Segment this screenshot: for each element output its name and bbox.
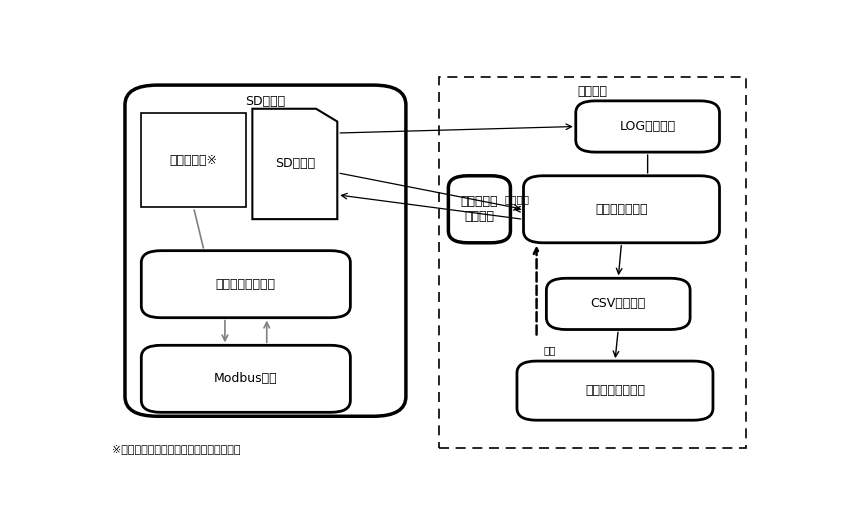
FancyBboxPatch shape — [125, 85, 406, 416]
FancyBboxPatch shape — [448, 176, 511, 243]
FancyBboxPatch shape — [524, 176, 720, 243]
Text: 自動生成: 自動生成 — [504, 195, 529, 205]
FancyBboxPatch shape — [142, 251, 351, 317]
Text: スクリプト
ファイル: スクリプト ファイル — [460, 195, 498, 223]
FancyBboxPatch shape — [517, 361, 713, 420]
Polygon shape — [252, 109, 337, 219]
Text: ログ支援ソフト: ログ支援ソフト — [595, 203, 647, 216]
Text: LOGファイル: LOGファイル — [620, 120, 676, 133]
Text: 設定: 設定 — [543, 345, 556, 355]
Text: パソコン: パソコン — [577, 85, 607, 98]
Text: スクリプト※: スクリプト※ — [169, 154, 217, 166]
FancyBboxPatch shape — [438, 77, 746, 448]
Text: Modbus機器: Modbus機器 — [214, 372, 277, 386]
Text: CSVファイル: CSVファイル — [591, 297, 646, 310]
Text: SDカード: SDカード — [275, 158, 315, 170]
FancyBboxPatch shape — [576, 101, 720, 152]
Text: ※スクリプトはロガー本体に保存も可能。: ※スクリプトはロガー本体に保存も可能。 — [112, 444, 240, 454]
FancyBboxPatch shape — [546, 279, 690, 330]
Text: SDロガー: SDロガー — [245, 95, 286, 108]
FancyBboxPatch shape — [142, 345, 351, 412]
Text: ラインコンバータ: ラインコンバータ — [216, 278, 276, 291]
Text: 表計算ソフトなど: 表計算ソフトなど — [585, 384, 645, 397]
FancyBboxPatch shape — [142, 113, 246, 207]
